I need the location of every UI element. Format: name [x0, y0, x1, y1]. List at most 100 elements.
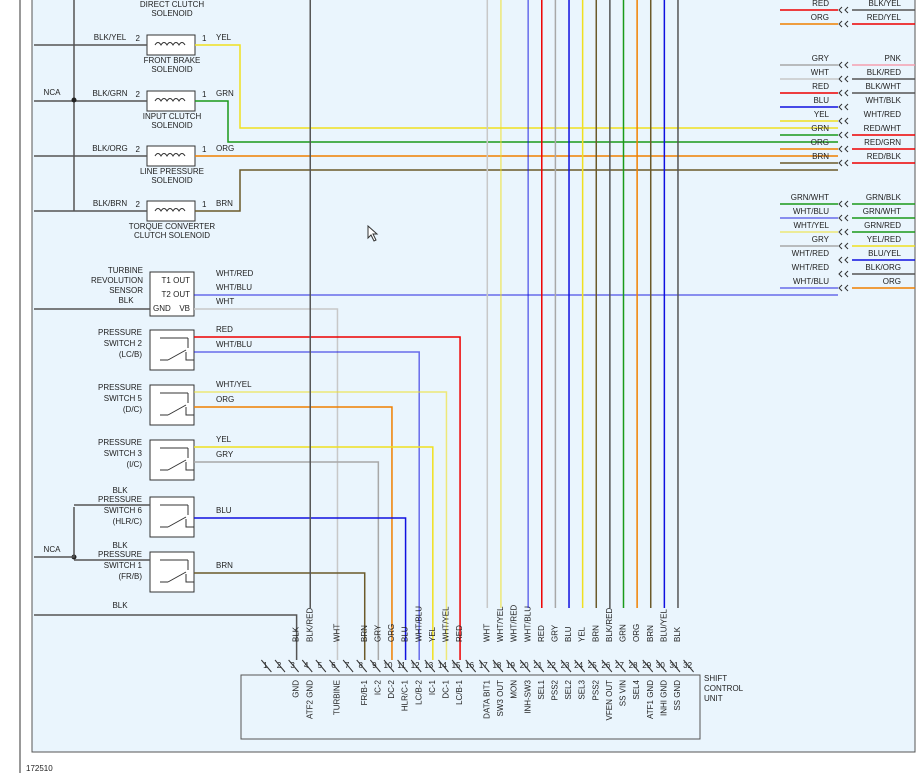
signal-label: DC-1: [442, 679, 451, 698]
wire-label: YEL: [216, 435, 232, 444]
wire-label: BLK/RED: [867, 68, 901, 77]
wire: [195, 169, 838, 212]
switch-label: PRESSURE: [98, 328, 142, 337]
solenoid-label: SOLENOID: [151, 121, 193, 130]
wire-label: WHT/RED: [864, 110, 902, 119]
wire-label: BLU: [813, 96, 829, 105]
footer-code: 172510: [26, 764, 53, 773]
wire-label: BLK: [673, 626, 682, 642]
wire-label: BRN: [360, 625, 369, 642]
solenoid-label: LINE PRESSURE: [140, 167, 204, 176]
wire-label: BLK/BRN: [93, 199, 127, 208]
pin-tick: [288, 659, 300, 673]
nca-label: NCA: [44, 545, 62, 554]
switch-label: (D/C): [123, 405, 142, 414]
wire-label: BLU: [216, 506, 232, 515]
wire: [195, 100, 838, 143]
wire-label: WHT: [333, 624, 342, 642]
pin-tick: [601, 659, 613, 673]
connector-chevron: [838, 228, 849, 236]
wire-label: ORG: [387, 624, 396, 642]
switch-label: SWITCH 2: [104, 339, 143, 348]
wire-label: BLU: [401, 626, 410, 642]
wire-label: GRY: [373, 624, 382, 642]
wire-label: WHT/BLU: [216, 283, 252, 292]
connector-chevron: [838, 200, 849, 208]
pin-tick: [356, 659, 368, 673]
wire-label: RED/WHT: [864, 124, 901, 133]
sensor-label: SENSOR: [109, 286, 143, 295]
wire-label: GRN/BLK: [866, 193, 902, 202]
wire-label: RED: [812, 0, 829, 8]
wire-label: WHT/BLU: [793, 207, 829, 216]
solenoid-label: DIRECT CLUTCH: [140, 0, 205, 9]
wire-label: WHT/YEL: [216, 380, 252, 389]
pin-number: 1: [202, 90, 207, 99]
wire: [194, 351, 420, 660]
switch-symbol: [160, 392, 194, 416]
signal-label: SEL1: [537, 679, 546, 699]
wire-label: WHT/BLU: [523, 606, 532, 642]
wire-label: GRY: [551, 624, 560, 642]
pin-tick: [410, 659, 422, 673]
pin-number: 1: [202, 34, 207, 43]
wire-label: RED/GRN: [864, 138, 901, 147]
pin-tick: [260, 659, 272, 673]
wire-label: BLK/YEL: [94, 33, 127, 42]
wire-label: BLK: [292, 626, 301, 642]
connector-chevron: [838, 270, 849, 278]
connector-chevron: [838, 20, 849, 28]
sensor-label: REVOLUTION: [91, 276, 143, 285]
wire-label: BLK/ORG: [92, 144, 128, 153]
signal-label: PSS2: [551, 679, 560, 700]
signal-label: IC-2: [373, 679, 382, 695]
coil: [154, 98, 186, 102]
wire-label: BLK/RED: [305, 608, 314, 642]
switch-label: PRESSURE: [98, 495, 142, 504]
switch-label: SWITCH 5: [104, 394, 143, 403]
pin-tick: [342, 659, 354, 673]
switch-box: [149, 496, 195, 538]
pin-tick: [628, 659, 640, 673]
pin-tick: [519, 659, 531, 673]
wire-label: RED: [812, 82, 829, 91]
wire-label: WHT/YEL: [442, 606, 451, 642]
connector-chevron: [838, 145, 849, 153]
wire-label: GRN: [216, 89, 234, 98]
wire: [34, 507, 75, 558]
pin-number: 2: [136, 90, 141, 99]
connector-chevron: [838, 75, 849, 83]
wire-label: ORG: [811, 13, 829, 22]
sensor-label: TURBINE: [108, 266, 143, 275]
switch-label: SWITCH 1: [104, 561, 143, 570]
diagram-frame: [31, 0, 916, 753]
wire-label: WHT: [482, 624, 491, 642]
wire: [194, 336, 461, 660]
pin-tick: [547, 659, 558, 673]
wire-label: WHT/RED: [216, 269, 254, 278]
switch-box: [149, 439, 195, 481]
wire-label: RED/BLK: [867, 152, 902, 161]
wire-label: WHT/RED: [792, 263, 830, 272]
connector-chevron: [838, 242, 849, 250]
wire: [195, 44, 838, 129]
signal-label: ATF2 GND: [305, 680, 314, 719]
wire-label: RED: [455, 625, 464, 642]
pin-tick: [574, 659, 586, 673]
wire-label: GRY: [812, 235, 830, 244]
switch-symbol: [160, 559, 194, 583]
switch-symbol: [160, 504, 194, 528]
signal-label: GND: [292, 680, 301, 698]
pin-tick: [642, 659, 654, 673]
signal-label: DC-2: [387, 679, 396, 698]
wire: [194, 461, 380, 660]
wire-label: YEL: [814, 110, 830, 119]
signal-label: DATA BIT1: [482, 679, 491, 718]
pin-tick: [274, 659, 286, 673]
wire-label: ORG: [883, 277, 901, 286]
wire-label: GRN/RED: [864, 221, 901, 230]
pin-tick: [615, 659, 626, 673]
switch-label: (HLR/C): [113, 517, 143, 526]
solenoid-label: INPUT CLUTCH: [143, 112, 202, 121]
